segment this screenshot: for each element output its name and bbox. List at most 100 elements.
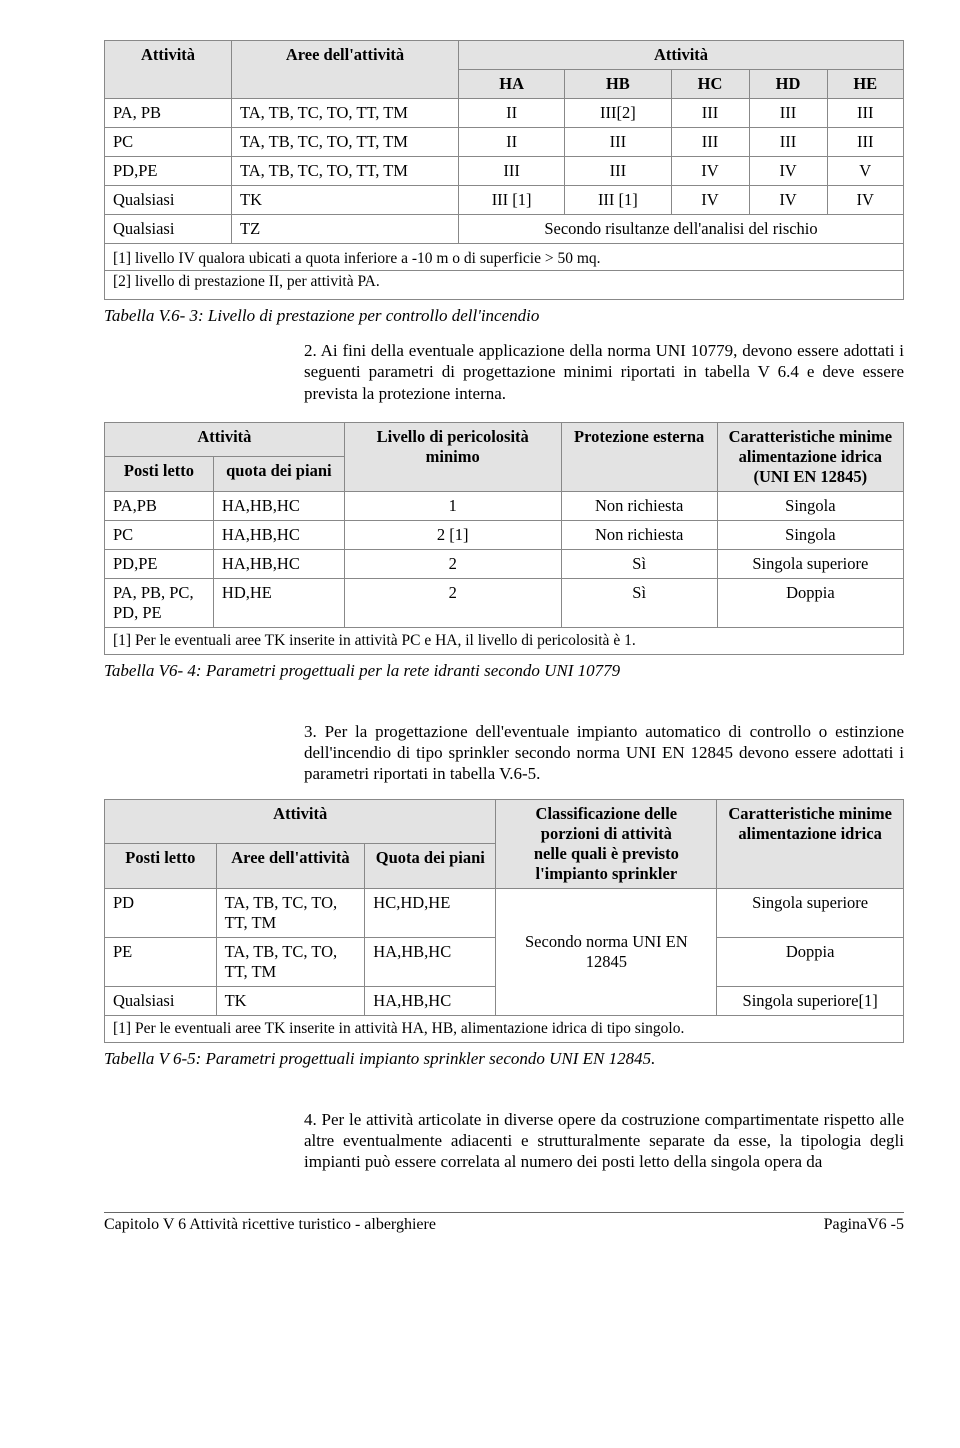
table-note-row: [2] livello di prestazione II, per attiv… — [105, 271, 904, 300]
cell: Sì — [561, 578, 717, 627]
table-note-row: [1] Per le eventuali aree TK inserite in… — [105, 627, 904, 654]
cell: IV — [671, 186, 749, 215]
cell: Secondo norma UNI EN 12845 — [496, 888, 717, 1015]
cell: HA,HB,HC — [213, 549, 344, 578]
cell: III — [565, 128, 671, 157]
cell: Qualsiasi — [105, 986, 217, 1015]
caption-t2: Tabella V6- 4: Parametri progettuali per… — [104, 661, 904, 681]
cell: II — [459, 128, 565, 157]
cell: II — [459, 99, 565, 128]
cell: 1 — [344, 491, 561, 520]
table-row: PD,PE TA, TB, TC, TO, TT, TM III III IV … — [105, 157, 904, 186]
cell: Non richiesta — [561, 491, 717, 520]
cell: IV — [749, 157, 827, 186]
cell: Singola superiore — [717, 888, 904, 937]
cell: HC,HD,HE — [365, 888, 496, 937]
footer-left: Capitolo V 6 Attività ricettive turistic… — [104, 1216, 436, 1234]
t2-h-quota: quota dei piani — [213, 457, 344, 492]
page-footer: Capitolo V 6 Attività ricettive turistic… — [104, 1212, 904, 1234]
cell: III [1] — [459, 186, 565, 215]
table-row: Qualsiasi TZ Secondo risultanze dell'ana… — [105, 215, 904, 244]
table-note-row: [1] Per le eventuali aree TK inserite in… — [105, 1015, 904, 1042]
cell: HD,HE — [213, 578, 344, 627]
cell: IV — [749, 186, 827, 215]
t2-h-car: Caratteristiche minime alimentazione idr… — [717, 422, 903, 491]
table-row: PD,PE HA,HB,HC 2 Sì Singola superiore — [105, 549, 904, 578]
cell: III — [671, 128, 749, 157]
t1-h-attivita: Attività — [105, 41, 232, 99]
cell: Singola — [717, 491, 903, 520]
table-row: Qualsiasi TK III [1] III [1] IV IV IV — [105, 186, 904, 215]
caption-t1: Tabella V.6- 3: Livello di prestazione p… — [104, 306, 904, 326]
t3-h-posti: Posti letto — [105, 844, 217, 889]
t3-h-aree: Aree dell'attività — [216, 844, 365, 889]
t1-h-hd: HD — [749, 70, 827, 99]
cell: III — [749, 99, 827, 128]
cell: III [1] — [565, 186, 671, 215]
cell: TA, TB, TC, TO, TT, TM — [232, 157, 459, 186]
cell: V — [827, 157, 903, 186]
cell: PC — [105, 520, 214, 549]
t1-h-aree: Aree dell'attività — [232, 41, 459, 99]
cell: PD,PE — [105, 157, 232, 186]
table-row: PA,PB HA,HB,HC 1 Non richiesta Singola — [105, 491, 904, 520]
cell: III — [827, 99, 903, 128]
t1-h-he: HE — [827, 70, 903, 99]
t1-h-hc: HC — [671, 70, 749, 99]
cell: PD,PE — [105, 549, 214, 578]
paragraph-4: 4. Per le attività articolate in diverse… — [304, 1109, 904, 1173]
t2-h-attivita: Attività — [105, 422, 345, 457]
cell: HA,HB,HC — [213, 520, 344, 549]
cell: PA, PB — [105, 99, 232, 128]
t3-h-quota: Quota dei piani — [365, 844, 496, 889]
cell: HA,HB,HC — [213, 491, 344, 520]
cell: 2 — [344, 578, 561, 627]
caption-t3: Tabella V 6-5: Parametri progettuali imp… — [104, 1049, 904, 1069]
t1-h-attivita2: Attività — [459, 41, 904, 70]
cell: Secondo risultanze dell'analisi del risc… — [459, 215, 904, 244]
cell: III — [565, 157, 671, 186]
cell: Sì — [561, 549, 717, 578]
cell: III — [749, 128, 827, 157]
cell: PC — [105, 128, 232, 157]
cell: PA, PB, PC, PD, PE — [105, 578, 214, 627]
t3-h-class: Classificazione delle porzioni di attivi… — [496, 799, 717, 888]
t3-h-car: Caratteristiche minime alimentazione idr… — [717, 799, 904, 888]
paragraph-3: 3. Per la progettazione dell'eventuale i… — [304, 721, 904, 785]
cell: Doppia — [717, 578, 903, 627]
cell: TA, TB, TC, TO, TT, TM — [232, 99, 459, 128]
table-row: PA, PB, PC, PD, PE HD,HE 2 Sì Doppia — [105, 578, 904, 627]
cell: PA,PB — [105, 491, 214, 520]
table-row: PD TA, TB, TC, TO, TT, TM HC,HD,HE Secon… — [105, 888, 904, 937]
cell: 2 [1] — [344, 520, 561, 549]
t1-h-ha: HA — [459, 70, 565, 99]
table-rete-idranti: Attività Livello di pericolosità minimo … — [104, 422, 904, 655]
t2-h-prot: Protezione esterna — [561, 422, 717, 491]
cell: III — [459, 157, 565, 186]
t2-h-posti: Posti letto — [105, 457, 214, 492]
note: [1] livello IV qualora ubicati a quota i… — [105, 244, 904, 271]
cell: IV — [827, 186, 903, 215]
cell: Singola — [717, 520, 903, 549]
cell: PD — [105, 888, 217, 937]
cell: 2 — [344, 549, 561, 578]
cell: TK — [216, 986, 365, 1015]
t1-h-hb: HB — [565, 70, 671, 99]
cell: III[2] — [565, 99, 671, 128]
table-sprinkler: Attività Classificazione delle porzioni … — [104, 799, 904, 1043]
cell: HA,HB,HC — [365, 986, 496, 1015]
cell: TZ — [232, 215, 459, 244]
cell: HA,HB,HC — [365, 937, 496, 986]
footer-right: PaginaV6 -5 — [824, 1216, 904, 1234]
cell: Doppia — [717, 937, 904, 986]
cell: III — [827, 128, 903, 157]
cell: Non richiesta — [561, 520, 717, 549]
cell: TA, TB, TC, TO, TT, TM — [232, 128, 459, 157]
cell: Qualsiasi — [105, 186, 232, 215]
t3-h-attivita: Attività — [105, 799, 496, 844]
cell: Singola superiore — [717, 549, 903, 578]
cell: TA, TB, TC, TO, TT, TM — [216, 937, 365, 986]
cell: TA, TB, TC, TO, TT, TM — [216, 888, 365, 937]
cell: IV — [671, 157, 749, 186]
note: [2] livello di prestazione II, per attiv… — [105, 271, 904, 300]
